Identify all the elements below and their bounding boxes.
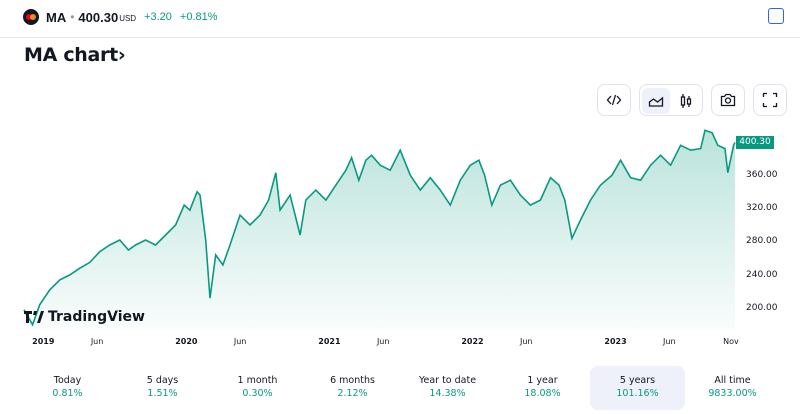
period-change: 9833.00% — [708, 388, 757, 399]
x-tick-label: Jun — [519, 337, 533, 346]
embed-button[interactable] — [597, 84, 631, 116]
camera-icon — [720, 93, 736, 107]
period-change: 101.16% — [616, 388, 659, 399]
change: +3.20 — [144, 11, 172, 23]
currency: USD — [119, 14, 137, 23]
y-tick-label: 280.00 — [746, 236, 778, 247]
x-tick-label: Jun — [233, 337, 247, 346]
period-change: 14.38% — [429, 388, 466, 399]
period-label: 5 days — [146, 375, 179, 386]
chart-title-link[interactable]: MA chart› — [24, 44, 126, 66]
symbol-summary: MA • 400.30 USD +3.20 +0.81% — [23, 8, 218, 26]
candles-icon — [680, 94, 692, 108]
y-tick-label: 240.00 — [746, 269, 778, 280]
fullscreen-button[interactable] — [753, 84, 787, 116]
chevron-right-icon: › — [117, 44, 126, 66]
chart-type-toggle — [639, 84, 703, 116]
period-1-month[interactable]: 1 month 0.30% — [210, 366, 305, 410]
area-fill — [24, 130, 735, 330]
area-chart-button[interactable] — [642, 88, 670, 114]
period-label: 1 year — [527, 375, 558, 386]
symbol: MA — [46, 9, 67, 25]
fullscreen-icon — [762, 92, 778, 108]
period-label: 1 month — [237, 375, 278, 386]
period-change: 1.51% — [147, 388, 178, 399]
y-tick-label: 320.00 — [746, 203, 778, 214]
x-tick-label: 2021 — [318, 337, 341, 346]
period-1-year[interactable]: 1 year 18.08% — [495, 366, 590, 410]
price-line — [23, 129, 736, 327]
period-label: Year to date — [418, 375, 477, 386]
period-change: 0.81% — [52, 388, 83, 399]
x-tick-label: 2023 — [604, 337, 627, 346]
x-tick-label: 2019 — [32, 337, 55, 346]
period-year-to-date[interactable]: Year to date 14.38% — [400, 366, 495, 410]
change-percent: +0.81% — [179, 11, 218, 23]
mastercard-logo-icon — [23, 9, 39, 25]
x-tick-label: 2020 — [175, 337, 198, 346]
tradingview-logo: TradingView — [24, 309, 145, 325]
x-tick-label: Jun — [376, 337, 390, 346]
chart-title: MA chart — [24, 44, 118, 66]
tradingview-logo-icon — [24, 311, 44, 323]
period-change: 0.30% — [242, 388, 273, 399]
period-label: 6 months — [330, 375, 375, 386]
embed-code-icon — [606, 94, 622, 106]
y-tick-label: 360.00 — [746, 170, 778, 180]
period-label: All time — [714, 375, 751, 386]
x-tick-label: Nov — [723, 337, 739, 346]
period-performance: Today 0.81% 5 days 1.51% 1 month 0.30% 6 month… — [20, 366, 780, 410]
x-tick-label: Jun — [663, 337, 676, 346]
price-chart[interactable] — [0, 0, 800, 360]
period-6-months[interactable]: 6 months 2.12% — [305, 366, 400, 410]
period-5-years[interactable]: 5 years 101.16% — [590, 366, 685, 410]
price: 400.30 — [78, 9, 119, 25]
period-5-days[interactable]: 5 days 1.51% — [115, 366, 210, 410]
chart-icon[interactable] — [768, 8, 784, 24]
separator: • — [70, 10, 75, 24]
period-change: 18.08% — [524, 388, 561, 399]
x-tick-label: 2022 — [461, 337, 484, 346]
period-today[interactable]: Today 0.81% — [20, 366, 115, 410]
branding-text: TradingView — [48, 309, 145, 325]
last-price-label: 400.30 — [736, 136, 774, 149]
y-tick-label: 200.00 — [746, 302, 778, 313]
period-change: 2.12% — [337, 388, 368, 399]
symbol-header: MA • 400.30 USD +3.20 +0.81% — [0, 0, 800, 38]
snapshot-button[interactable] — [711, 84, 745, 116]
x-tick-label: Jun — [90, 337, 104, 346]
period-label: 5 years — [619, 375, 656, 386]
area-chart-icon — [648, 96, 664, 107]
period-label: Today — [53, 375, 82, 386]
period-all-time[interactable]: All time 9833.00% — [685, 366, 780, 410]
candles-button[interactable] — [672, 88, 700, 114]
